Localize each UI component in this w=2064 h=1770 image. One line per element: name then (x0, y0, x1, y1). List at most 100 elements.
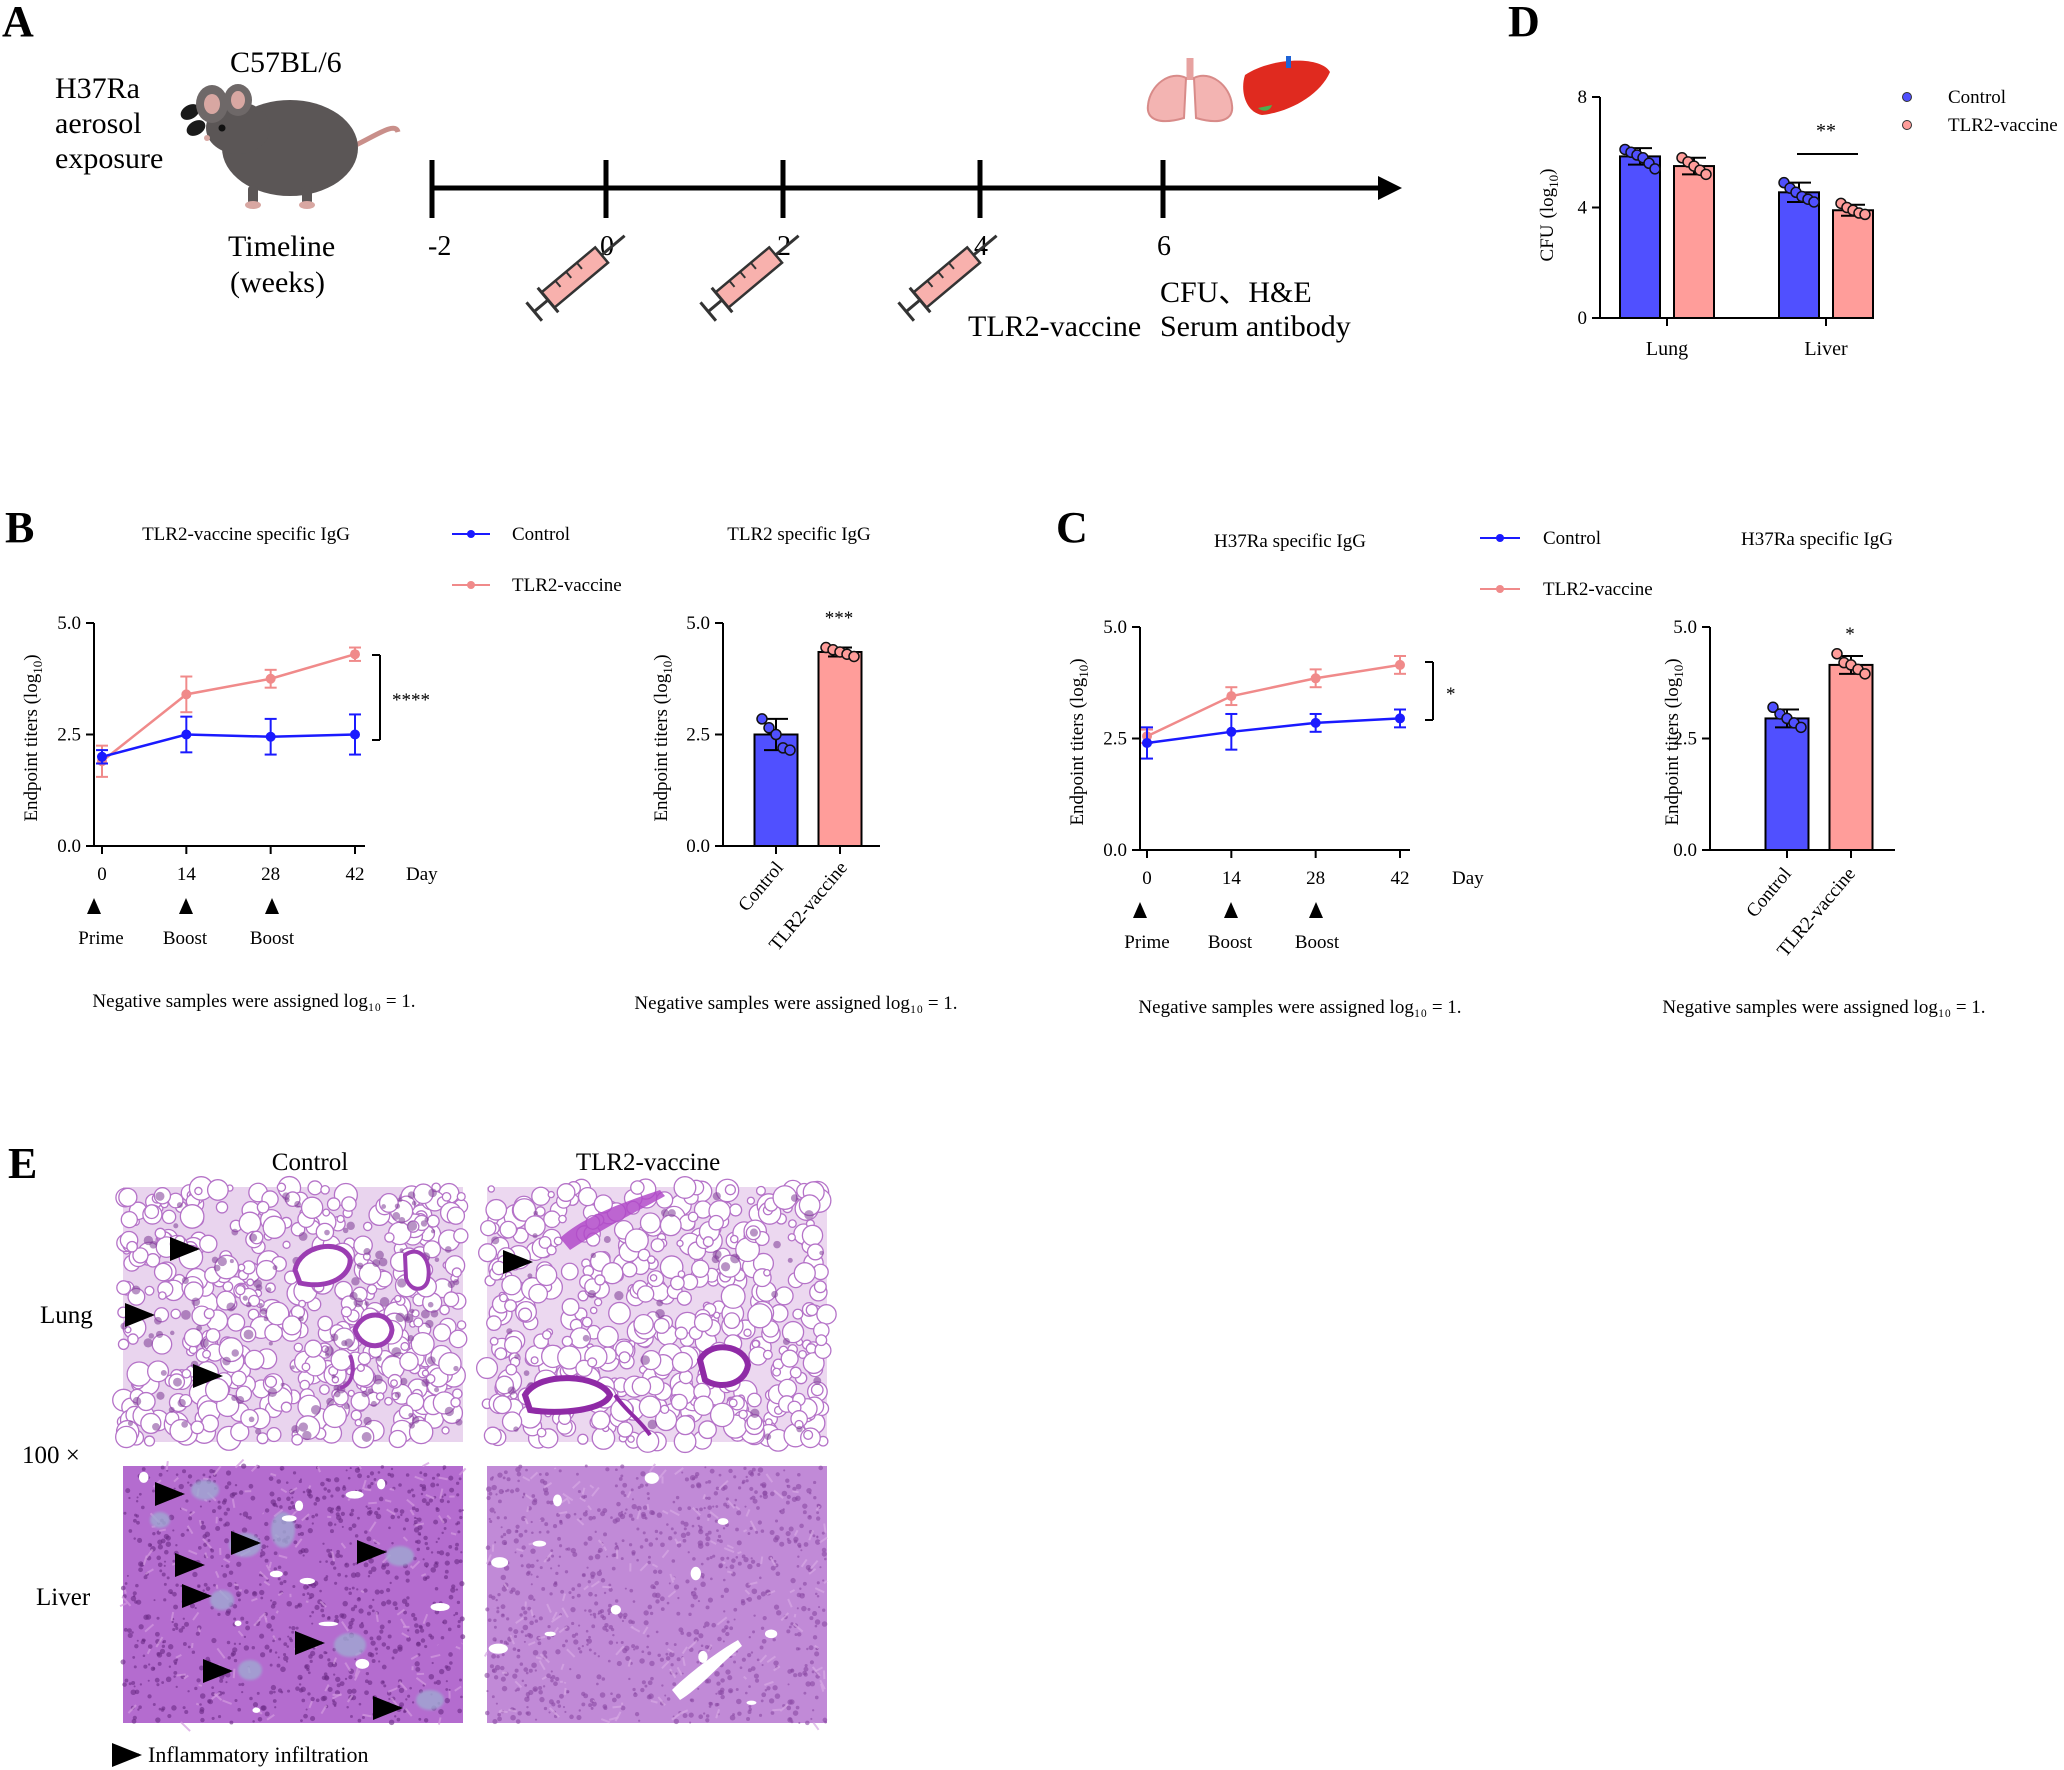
hepatocyte-nucleus (320, 1481, 325, 1487)
hepatocyte-nucleus (192, 1588, 196, 1592)
c-line-y-tick-label: 5.0 (1103, 617, 1127, 638)
panel-letter-b: B (5, 503, 34, 552)
hepatocyte-nucleus (361, 1716, 365, 1720)
sinusoid (745, 1509, 751, 1517)
hepatocyte-nucleus (759, 1645, 764, 1650)
sinusoid (409, 1509, 415, 1516)
hepatocyte-nucleus (187, 1645, 191, 1649)
hepatocyte-nucleus (433, 1562, 439, 1569)
hepatocyte-nucleus (147, 1679, 150, 1682)
hepatocyte-nucleus (723, 1610, 726, 1613)
hepatocyte-nucleus (327, 1615, 331, 1619)
hepatocyte-nucleus (493, 1625, 497, 1629)
hepatocyte-nucleus (814, 1651, 820, 1657)
hepatocyte-nucleus (386, 1588, 391, 1593)
cell-nucleus (127, 1420, 134, 1426)
b-line-data-point (181, 689, 192, 700)
hepatocyte-nucleus (184, 1710, 189, 1715)
hepatocyte-nucleus (802, 1581, 807, 1586)
d-legend-marker-control (1902, 92, 1912, 102)
cell-nucleus (173, 1377, 182, 1387)
sinusoid (509, 1635, 515, 1645)
hepatocyte-nucleus (542, 1650, 548, 1656)
hepatocyte-nucleus (264, 1521, 269, 1527)
histology-lung-control (112, 1175, 469, 1451)
b-bar-y-tick-label: 2.5 (686, 725, 710, 746)
b-bar-significance: *** (825, 608, 854, 629)
cell-nucleus (180, 1309, 191, 1320)
hepatocyte-nucleus (647, 1680, 653, 1686)
hepatocyte-nucleus (803, 1542, 809, 1547)
sinusoid (524, 1517, 529, 1525)
hepatocyte-nucleus (711, 1622, 717, 1628)
hepatocyte-nucleus (323, 1672, 328, 1676)
hepatocyte-nucleus (585, 1510, 588, 1513)
hepatocyte-nucleus (503, 1470, 508, 1475)
sinusoid (650, 1699, 658, 1704)
hepatocyte-nucleus (661, 1684, 664, 1687)
hepatocyte-nucleus (705, 1542, 710, 1547)
hepatocyte-nucleus (248, 1515, 252, 1520)
hepatocyte-nucleus (329, 1509, 334, 1514)
hepatocyte-nucleus (593, 1652, 597, 1655)
hepatocyte-nucleus (401, 1598, 408, 1604)
hepatocyte-nucleus (392, 1648, 398, 1654)
hepatocyte-nucleus (225, 1470, 232, 1476)
alveolus (203, 1308, 215, 1320)
cell-nucleus (507, 1386, 516, 1395)
hepatocyte-nucleus (243, 1589, 249, 1595)
cell-nucleus (246, 1301, 252, 1308)
alveolus (536, 1427, 547, 1438)
cell-nucleus (427, 1301, 434, 1308)
hepatocyte-nucleus (325, 1651, 328, 1655)
alveolus (593, 1297, 603, 1307)
hepatocyte-nucleus (291, 1630, 295, 1634)
infiltrate-patch (416, 1690, 444, 1710)
hepatocyte-nucleus (134, 1513, 137, 1517)
sinusoid (820, 1683, 825, 1692)
hepatocyte-nucleus (286, 1660, 289, 1663)
hepatocyte-nucleus (707, 1496, 711, 1500)
vaccine-label: TLR2-vaccine (968, 310, 1141, 343)
alveolus (708, 1214, 724, 1231)
hepatocyte-nucleus (382, 1701, 386, 1705)
cell-nucleus (272, 1265, 278, 1271)
hepatocyte-nucleus (551, 1702, 556, 1707)
alveolus (762, 1349, 773, 1360)
cell-nucleus (363, 1416, 372, 1426)
alveolus (226, 1313, 246, 1332)
hepatocyte-nucleus (158, 1707, 162, 1711)
hepatocyte-nucleus (676, 1611, 681, 1616)
hepatocyte-nucleus (147, 1694, 152, 1699)
hepatocyte-nucleus (264, 1535, 270, 1541)
hepatocyte-nucleus (308, 1489, 312, 1494)
hepatocyte-nucleus (801, 1605, 807, 1612)
d-bar (1619, 155, 1661, 319)
hepatocyte-nucleus (136, 1599, 142, 1605)
hepatocyte-nucleus (276, 1663, 281, 1668)
hepatocyte-nucleus (494, 1541, 497, 1544)
hepatocyte-nucleus (736, 1698, 742, 1705)
hepatocyte-nucleus (260, 1652, 266, 1658)
hepatocyte-nucleus (760, 1699, 764, 1703)
hepatocyte-nucleus (575, 1674, 581, 1680)
hepatocyte-nucleus (122, 1682, 127, 1687)
hepatocyte-nucleus (367, 1484, 372, 1489)
hepatocyte-nucleus (143, 1664, 148, 1669)
hepatocyte-nucleus (743, 1556, 749, 1563)
hepatocyte-nucleus (498, 1488, 504, 1495)
hepatocyte-nucleus (685, 1531, 691, 1536)
hepatocyte-nucleus (416, 1641, 421, 1646)
hepatocyte-nucleus (530, 1573, 533, 1576)
hepatocyte-nucleus (283, 1653, 287, 1657)
alveolus (443, 1291, 460, 1308)
hepatocyte-nucleus (547, 1625, 551, 1629)
sinusoid (792, 1490, 799, 1494)
alveolus (709, 1402, 735, 1428)
cell-nucleus (310, 1404, 321, 1415)
sinusoid (583, 1585, 589, 1591)
hepatocyte-nucleus (280, 1690, 284, 1694)
sinusoid (360, 1589, 365, 1594)
hepatocyte-nucleus (814, 1619, 821, 1625)
hepatocyte-nucleus (572, 1552, 578, 1558)
